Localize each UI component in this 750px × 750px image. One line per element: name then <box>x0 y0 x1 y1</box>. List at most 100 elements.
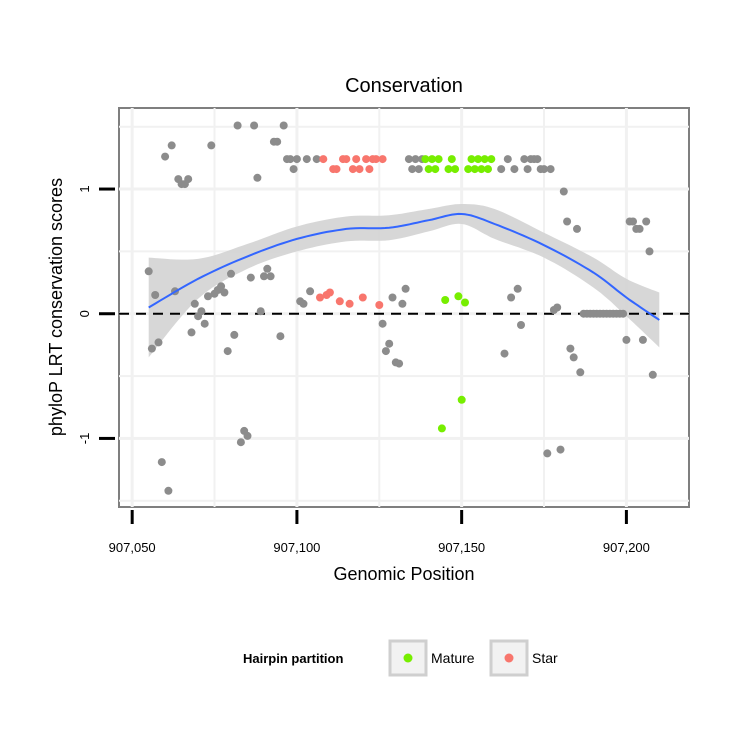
point-star <box>378 155 387 164</box>
point-other <box>503 155 512 164</box>
point-other <box>144 267 153 276</box>
point-other <box>190 299 199 308</box>
point-star <box>319 155 328 164</box>
point-star <box>372 155 380 164</box>
points-layer <box>144 121 657 495</box>
point-other <box>147 344 156 353</box>
point-other <box>161 152 170 161</box>
point-other <box>276 332 285 341</box>
point-other <box>385 339 394 348</box>
point-other <box>207 141 216 150</box>
point-mature <box>444 165 453 174</box>
point-other <box>151 291 160 299</box>
point-mature <box>457 395 466 404</box>
point-other <box>306 287 315 296</box>
point-other <box>200 319 209 328</box>
smooth-line <box>148 212 660 321</box>
point-star <box>375 301 384 309</box>
plot-panel <box>118 107 690 508</box>
point-other <box>546 165 555 174</box>
point-mature <box>454 292 463 301</box>
point-star <box>332 165 341 174</box>
y-tick-label: 1 <box>77 185 92 192</box>
point-mature <box>474 155 483 164</box>
point-mature <box>470 165 479 174</box>
point-mature <box>424 165 433 174</box>
point-other <box>243 431 252 440</box>
point-other <box>635 224 644 233</box>
point-mature <box>461 298 469 307</box>
point-mature <box>447 155 456 164</box>
point-mature <box>434 155 443 164</box>
confidence-band-layer <box>148 204 660 358</box>
legend-title: Hairpin partition <box>243 651 343 666</box>
point-other <box>289 165 298 174</box>
legend-dot-mature <box>403 653 413 663</box>
point-other <box>302 155 311 164</box>
point-star <box>325 288 334 297</box>
point-other <box>381 347 390 356</box>
point-star <box>355 165 364 174</box>
point-other <box>164 486 173 495</box>
point-other <box>411 155 420 164</box>
point-other <box>520 155 529 164</box>
point-other <box>230 330 239 339</box>
point-other <box>404 155 413 164</box>
point-other <box>556 445 565 454</box>
point-star <box>335 297 344 306</box>
point-other <box>513 284 522 293</box>
x-axis-title: Genomic Position <box>333 564 474 584</box>
point-other <box>263 264 272 273</box>
point-other <box>497 165 506 174</box>
point-other <box>619 309 628 318</box>
point-other <box>576 368 585 377</box>
point-mature <box>464 165 473 174</box>
point-other <box>398 299 407 308</box>
point-other <box>223 347 232 356</box>
point-other <box>217 282 226 291</box>
point-other <box>408 165 417 174</box>
point-other <box>256 307 265 316</box>
y-axis-title: phyloP LRT conservation scores <box>46 178 66 436</box>
x-tick-label: 907,100 <box>273 540 320 555</box>
point-mature <box>487 155 496 164</box>
point-star <box>352 155 361 164</box>
point-star <box>362 155 371 164</box>
point-mature <box>421 155 430 164</box>
point-mature <box>484 165 492 174</box>
point-other <box>533 155 542 164</box>
point-other <box>266 272 275 281</box>
point-star <box>358 293 367 302</box>
point-other <box>523 165 532 174</box>
x-tick-label: 907,200 <box>603 540 650 555</box>
point-other <box>253 173 262 182</box>
point-other <box>414 165 423 174</box>
point-other <box>573 224 581 233</box>
point-other <box>184 175 193 184</box>
point-other <box>197 307 206 316</box>
point-mature <box>480 155 489 164</box>
point-other <box>629 217 637 226</box>
point-other <box>236 438 245 447</box>
point-mature <box>437 424 446 433</box>
point-mature <box>428 155 436 164</box>
x-axis: 907,050 907,100 907,150 907,200 <box>109 510 650 555</box>
point-other <box>638 335 647 344</box>
point-mature <box>431 165 440 174</box>
point-other <box>507 293 516 302</box>
point-other <box>246 273 255 282</box>
point-other <box>388 293 397 302</box>
point-other <box>233 121 242 130</box>
y-tick-label: -1 <box>77 433 92 445</box>
point-other <box>543 449 552 458</box>
point-mature <box>441 296 450 304</box>
point-other <box>645 247 654 256</box>
point-other <box>648 370 657 379</box>
legend: Hairpin partition Mature Star <box>243 639 558 677</box>
point-other <box>395 359 404 368</box>
point-mature <box>477 165 486 174</box>
point-other <box>299 299 308 308</box>
point-other <box>227 269 235 278</box>
x-tick-label: 907,150 <box>438 540 485 555</box>
